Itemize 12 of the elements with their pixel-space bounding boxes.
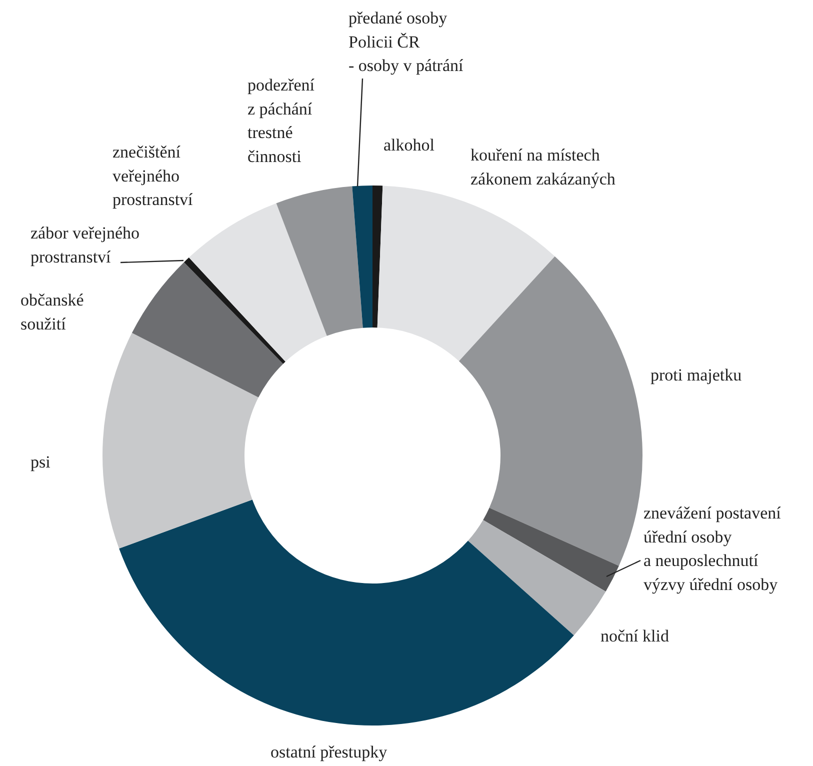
slice-label: ostatní přestupky [270,742,388,762]
slice-label: psi [30,452,51,472]
slice-label: noční klid [600,626,670,646]
slice-label: alkohol [384,136,435,154]
slice-label: znečištění veřejného prostranství [112,142,194,209]
slice-label: podezření z páchání trestné činnosti [248,76,315,166]
slice-label: proti majetku [650,366,742,384]
slice-label: předané osoby Policii ČR - osoby v pátrání [348,8,464,75]
slice-label: kouření na místech zákonem zakázaných [470,146,616,188]
slice-label: zábor veřejného prostranství [30,224,140,266]
slice-label: občanské soužití [20,290,84,334]
slice-label: znevážení postavení úřední osoby a neuposlechnutí výzvy úřední osoby [644,504,782,594]
